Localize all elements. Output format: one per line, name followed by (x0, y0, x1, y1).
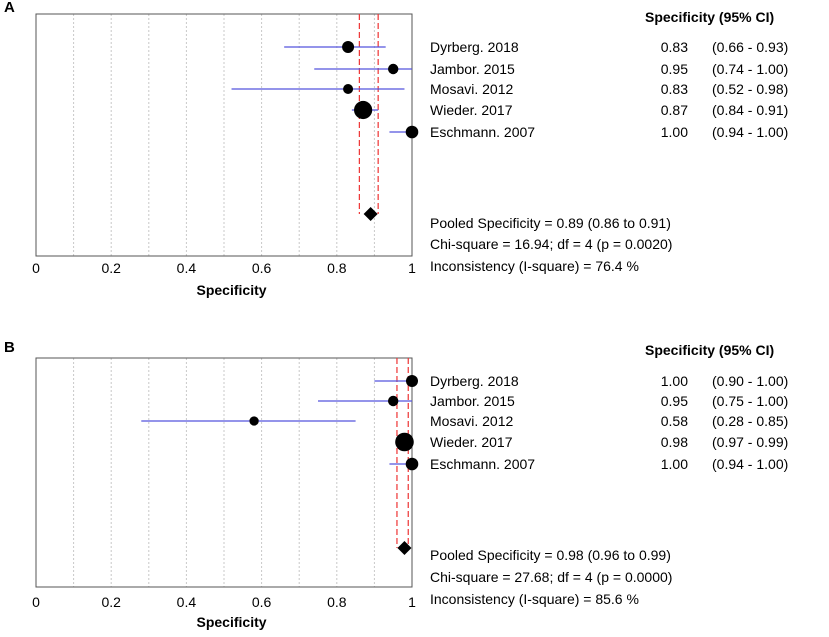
study-label: Wieder. 2017 (430, 102, 513, 118)
summary-stat-text: Inconsistency (I-square) = 76.4 % (430, 258, 639, 274)
study-ci-text: (0.97 - 0.99) (712, 434, 788, 450)
study-label: Dyrberg. 2018 (430, 39, 519, 55)
x-tick-label: 0.8 (327, 260, 347, 276)
panel-label: B (4, 339, 15, 356)
study-estimate: 1.00 (661, 373, 688, 389)
summary-stat-text: Pooled Specificity = 0.89 (0.86 to 0.91) (430, 215, 671, 231)
x-tick-label: 0 (32, 594, 40, 610)
study-estimate: 0.95 (661, 61, 688, 77)
x-tick-label: 0.8 (327, 594, 347, 610)
x-tick-label: 0.2 (101, 260, 121, 276)
study-label: Jambor. 2015 (430, 393, 515, 409)
study-ci-text: (0.28 - 0.85) (712, 413, 788, 429)
x-tick-label: 0.2 (101, 594, 121, 610)
study-ci-text: (0.66 - 0.93) (712, 39, 788, 55)
study-label: Dyrberg. 2018 (430, 373, 519, 389)
x-tick-label: 0.4 (177, 594, 197, 610)
study-point (388, 395, 399, 407)
summary-stat-text: Pooled Specificity = 0.98 (0.96 to 0.99) (430, 547, 671, 563)
study-ci-text: (0.75 - 1.00) (712, 393, 788, 409)
study-estimate: 0.83 (661, 81, 688, 97)
x-tick-label: 1 (408, 260, 416, 276)
summary-stat-text: Inconsistency (I-square) = 85.6 % (430, 591, 639, 607)
study-point (249, 416, 259, 426)
study-ci-text: (0.74 - 1.00) (712, 61, 788, 77)
study-label: Wieder. 2017 (430, 434, 513, 450)
study-point (342, 41, 355, 53)
study-estimate: 0.87 (661, 102, 688, 118)
study-estimate: 1.00 (661, 124, 688, 140)
study-point (354, 100, 373, 120)
x-tick-label: 0.4 (177, 260, 197, 276)
study-point (406, 375, 418, 387)
x-tick-label: 0 (32, 260, 40, 276)
forest-panel-b: B Dyrberg. 2018 1.00 (0.90 - 1.00) Jambor. 2… (4, 339, 788, 630)
study-point (405, 457, 419, 471)
study-label: Eschmann. 2007 (430, 456, 535, 472)
x-axis-label: Specificity (197, 614, 267, 630)
study-estimate: 1.00 (661, 456, 688, 472)
column-header: Specificity (95% CI) (645, 342, 774, 358)
study-point (395, 432, 414, 452)
study-ci-text: (0.90 - 1.00) (712, 373, 788, 389)
study-estimate: 0.83 (661, 39, 688, 55)
column-header: Specificity (95% CI) (645, 9, 774, 25)
study-point (343, 83, 354, 95)
summary-stat-text: Chi-square = 16.94; df = 4 (p = 0.0020) (430, 236, 672, 252)
x-tick-label: 0.6 (252, 260, 272, 276)
x-tick-label: 0.6 (252, 594, 272, 610)
study-estimate: 0.58 (661, 413, 688, 429)
study-ci-text: (0.52 - 0.98) (712, 81, 788, 97)
study-ci-text: (0.94 - 1.00) (712, 456, 788, 472)
study-label: Jambor. 2015 (430, 61, 515, 77)
study-label: Mosavi. 2012 (430, 413, 513, 429)
plot-frame (35, 357, 413, 588)
study-estimate: 0.98 (661, 434, 688, 450)
study-ci-text: (0.94 - 1.00) (712, 124, 788, 140)
study-point (388, 63, 399, 75)
study-ci-text: (0.84 - 0.91) (712, 102, 788, 118)
pooled-diamond (363, 207, 378, 221)
study-estimate: 0.95 (661, 393, 688, 409)
pooled-diamond (397, 541, 412, 555)
x-tick-label: 1 (408, 594, 416, 610)
study-point (405, 125, 419, 139)
summary-stat-text: Chi-square = 27.68; df = 4 (p = 0.0000) (430, 569, 672, 585)
forest-panel-a: A Dyrberg. 2018 0.83 (0.66 - 0.93) Jambor. 2… (4, 0, 788, 298)
study-label: Eschmann. 2007 (430, 124, 535, 140)
x-axis-label: Specificity (197, 282, 267, 298)
study-label: Mosavi. 2012 (430, 81, 513, 97)
panel-label: A (4, 0, 15, 16)
